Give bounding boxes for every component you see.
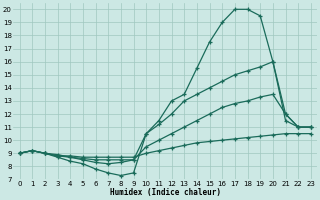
X-axis label: Humidex (Indice chaleur): Humidex (Indice chaleur): [110, 188, 221, 197]
